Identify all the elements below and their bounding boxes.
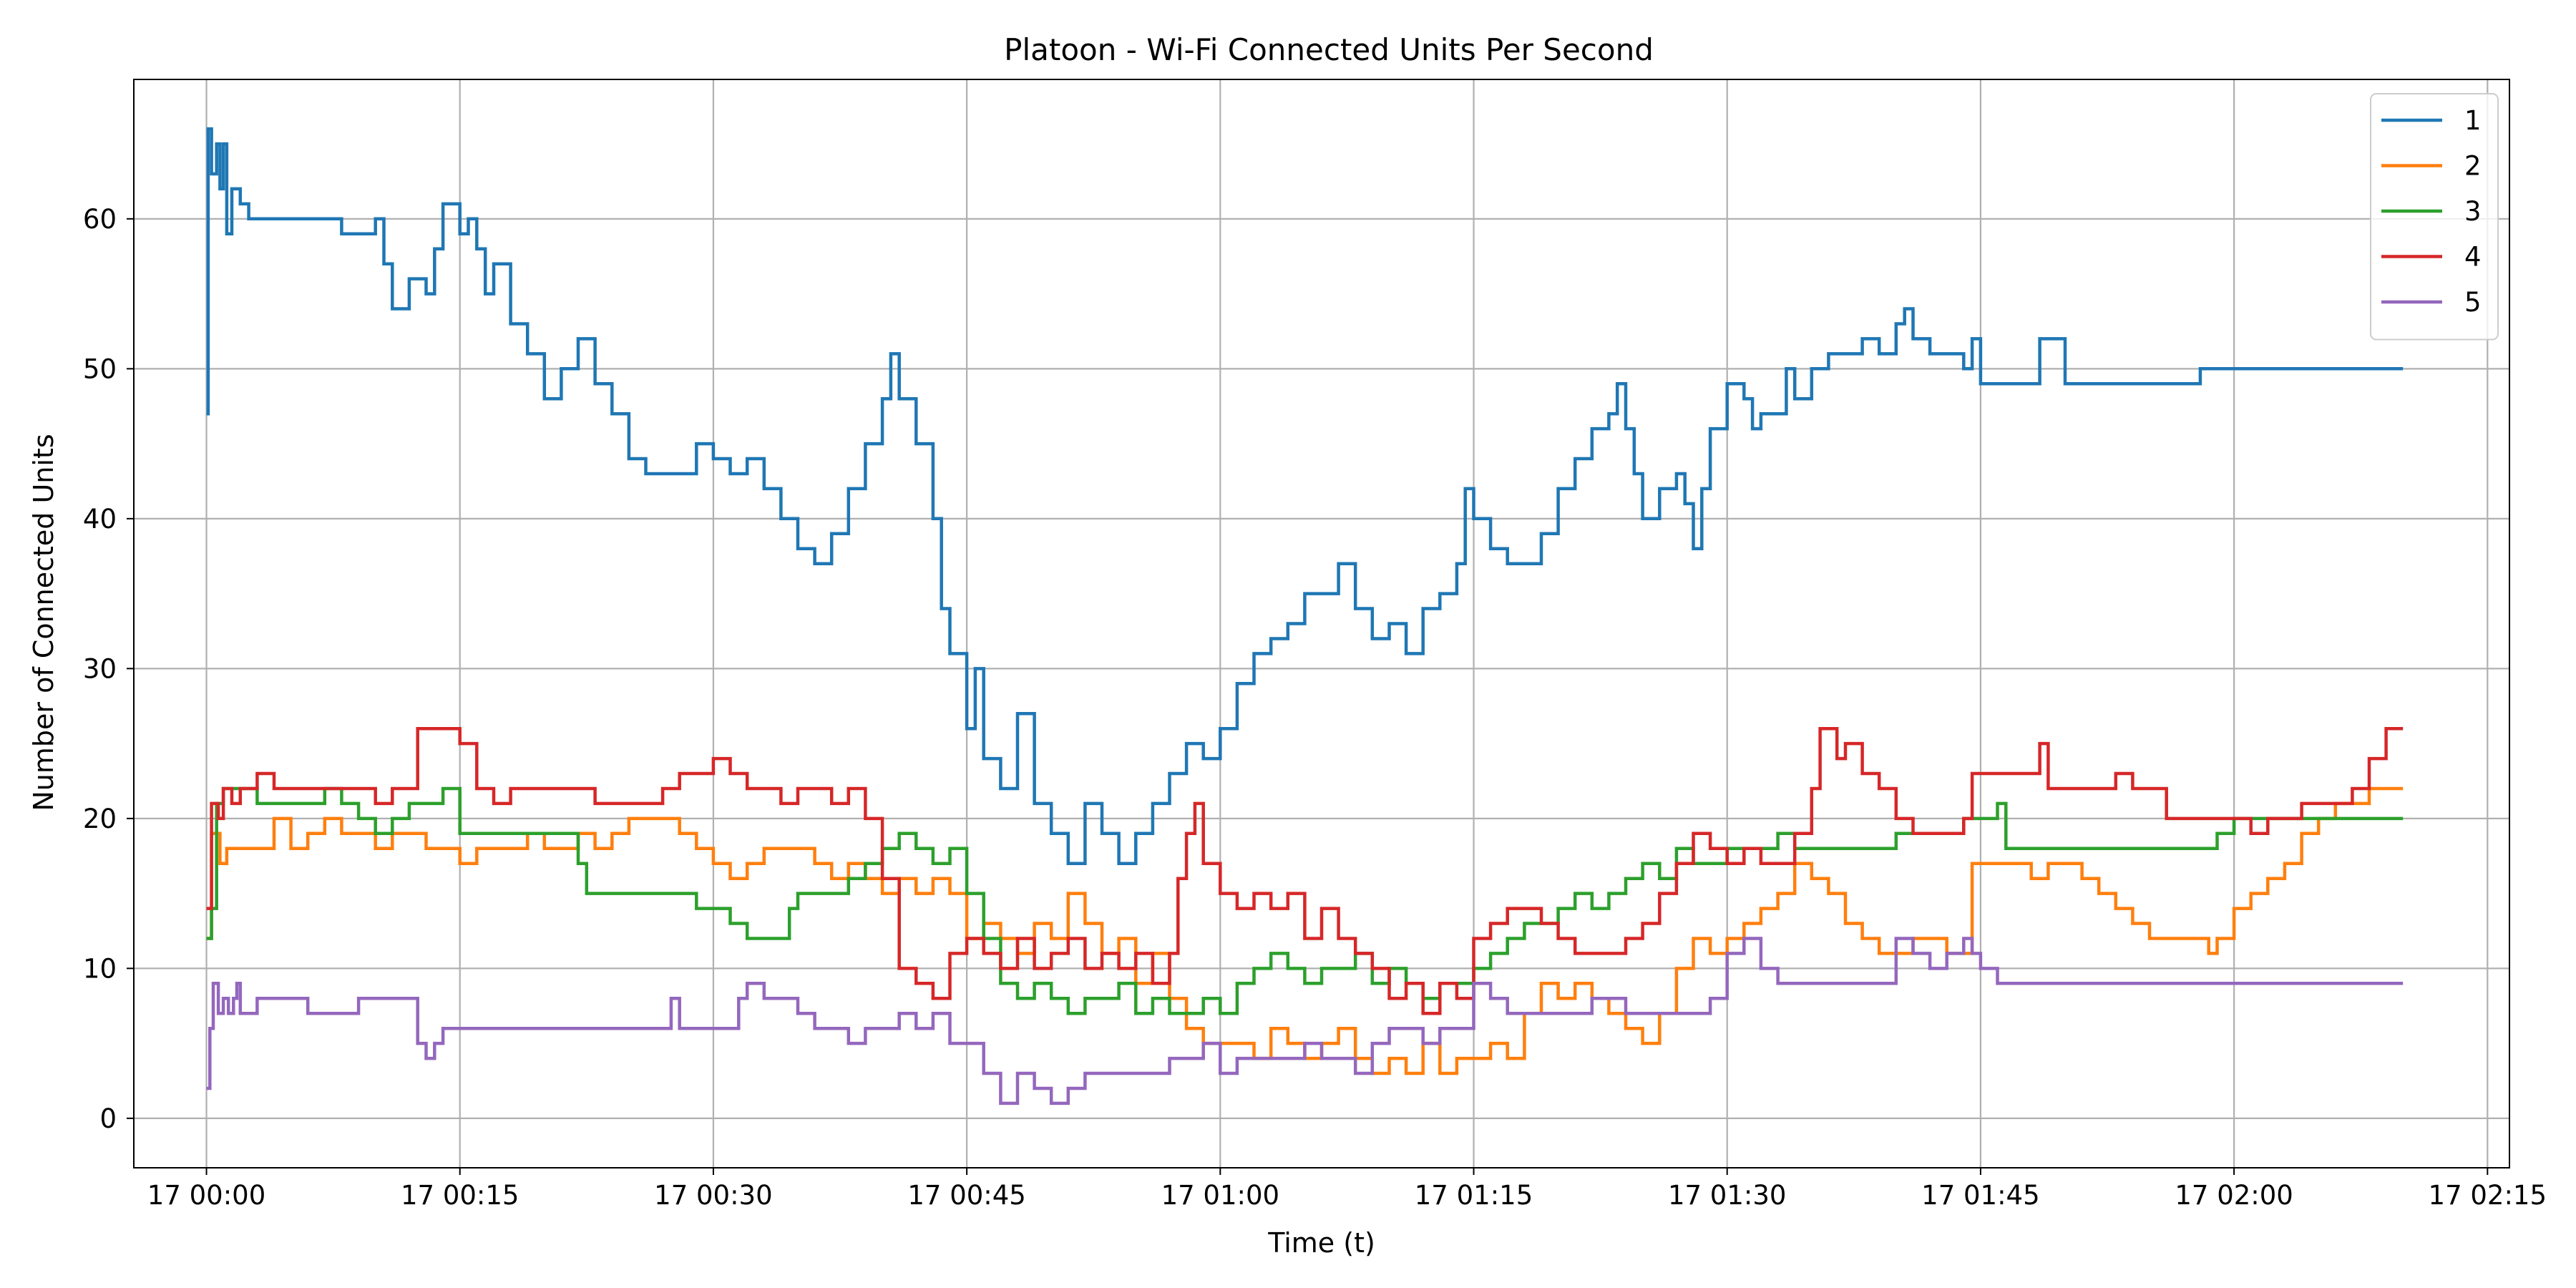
series-1-line <box>206 127 2404 865</box>
series-layer <box>206 127 2404 1106</box>
x-axis-label: Time (t) <box>1267 1227 1375 1259</box>
series-4-line <box>206 726 2404 1015</box>
series-5-line <box>206 937 2404 1106</box>
y-tick-label: 30 <box>83 653 117 684</box>
legend-label-1: 1 <box>2464 105 2482 136</box>
y-tick-label: 0 <box>99 1103 117 1134</box>
x-tick-label: 17 00:45 <box>907 1180 1025 1211</box>
x-tick-label: 17 01:15 <box>1415 1180 1533 1211</box>
grid-layer <box>134 79 2509 1168</box>
y-axis-label: Number of Connected Units <box>28 434 59 811</box>
legend-box <box>2370 93 2499 341</box>
legend: 1 2 3 4 5 <box>2370 93 2499 341</box>
axis-layer: 17 00:00 17 00:15 17 00:30 17 00:45 17 01:00… <box>83 204 2547 1211</box>
chart-title: Platoon - Wi-Fi Connected Units Per Seco… <box>1004 32 1654 67</box>
y-tick-label: 20 <box>83 804 117 834</box>
legend-label-5: 5 <box>2464 287 2482 318</box>
x-tick-label: 17 00:15 <box>401 1180 519 1211</box>
x-tick-label: 17 01:30 <box>1668 1180 1786 1211</box>
x-tick-label: 17 01:45 <box>1921 1180 2039 1211</box>
y-tick-label: 40 <box>83 504 117 535</box>
legend-label-3: 3 <box>2464 196 2482 227</box>
y-tick-label: 50 <box>83 353 117 384</box>
x-tick-label: 17 02:15 <box>2429 1180 2547 1211</box>
x-tick-label: 17 00:00 <box>147 1180 265 1211</box>
y-tick-label: 60 <box>83 204 117 235</box>
y-tick-label: 10 <box>83 953 117 984</box>
legend-label-4: 4 <box>2464 242 2482 273</box>
x-tick-label: 17 00:30 <box>654 1180 772 1211</box>
plot-frame <box>133 79 2510 1169</box>
x-tick-label: 17 01:00 <box>1161 1180 1279 1211</box>
legend-label-2: 2 <box>2464 151 2482 182</box>
x-tick-label: 17 02:00 <box>2175 1180 2293 1211</box>
